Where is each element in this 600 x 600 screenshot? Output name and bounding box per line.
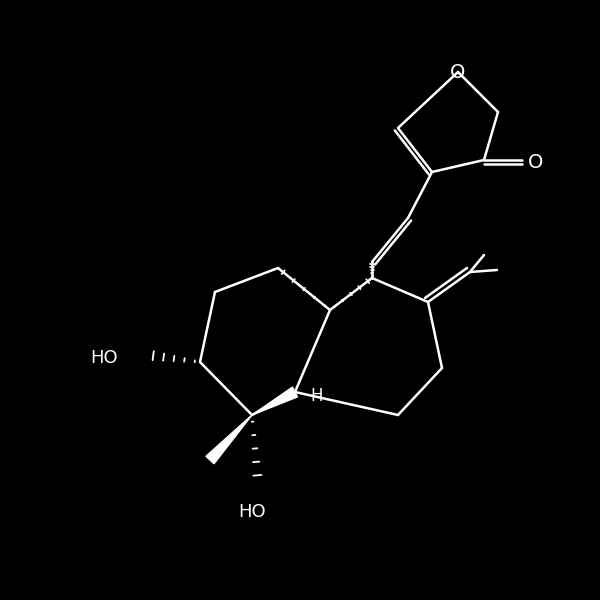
- Text: HO: HO: [91, 349, 118, 367]
- Text: HO: HO: [238, 503, 266, 521]
- Polygon shape: [252, 387, 298, 415]
- Text: O: O: [529, 152, 544, 172]
- Text: O: O: [451, 62, 466, 82]
- Text: H: H: [311, 387, 323, 405]
- Polygon shape: [206, 415, 252, 464]
